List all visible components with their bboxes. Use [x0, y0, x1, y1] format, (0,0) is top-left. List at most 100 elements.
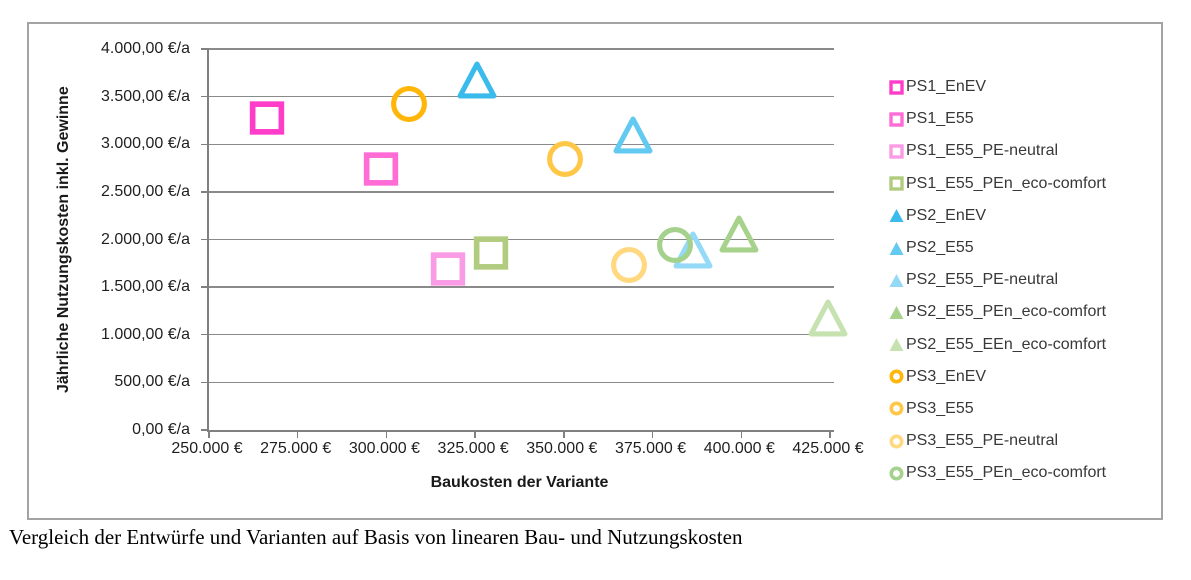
- y-axis-tick-label: 500,00 €/a: [114, 373, 190, 391]
- legend-item-label: PS3_E55_PEn_eco-comfort: [906, 464, 1107, 482]
- data-point-marker: [719, 215, 759, 253]
- y-axis-tick-label: 2.000,00 €/a: [101, 230, 190, 248]
- data-point-marker: [547, 140, 584, 177]
- gridline: [209, 143, 834, 145]
- y-axis-tick-label: 3.500,00 €/a: [101, 87, 190, 105]
- data-point-marker: [808, 299, 848, 337]
- legend-item-label: PS2_E55_PEn_eco-comfort: [906, 303, 1107, 321]
- y-axis-tick-label: 1.500,00 €/a: [101, 278, 190, 296]
- legend-item: PS3_E55: [889, 393, 1106, 425]
- y-axis-tick: [201, 191, 209, 193]
- legend-marker-icon: [889, 305, 904, 319]
- y-axis-tick: [201, 286, 209, 288]
- x-axis-tick-label: 250.000 €: [171, 440, 243, 457]
- x-axis-tick-label: 300.000 €: [348, 440, 421, 457]
- gridline: [209, 95, 834, 98]
- legend-marker-icon: [889, 338, 904, 352]
- chart-figure: Jährliche Nutzungskosten inkl. Gewinne 4…: [27, 22, 1163, 520]
- legend-marker-icon: [889, 466, 904, 481]
- legend-marker-icon: [889, 434, 904, 449]
- legend-item: PS3_EnEV: [889, 361, 1106, 393]
- legend-item-label: PS1_E55_PEn_eco-comfort: [906, 174, 1107, 192]
- legend-item-label: PS2_E55: [906, 239, 974, 257]
- legend-item: PS2_E55_PEn_eco-comfort: [889, 296, 1106, 328]
- x-axis-tick: [829, 430, 831, 438]
- gridline: [209, 286, 834, 288]
- legend-item: PS1_E55_PEn_eco-comfort: [889, 168, 1106, 200]
- legend-item: PS2_E55_EEn_eco-comfort: [889, 329, 1106, 361]
- legend-item: PS2_E55: [889, 232, 1106, 264]
- data-point-marker: [391, 86, 428, 123]
- data-point-marker: [473, 236, 509, 270]
- data-point-marker: [611, 247, 648, 284]
- legend-item-label: PS1_E55: [906, 110, 974, 128]
- y-axis-tick-label: 0,00 €/a: [132, 421, 190, 438]
- legend-item-label: PS1_EnEV: [906, 78, 987, 96]
- gridline: [209, 48, 834, 50]
- figure-caption: Vergleich der Entwürfe und Varianten auf…: [9, 525, 743, 549]
- legend-marker-icon: [889, 273, 904, 287]
- legend-item: PS3_E55_PEn_eco-comfort: [889, 457, 1106, 489]
- data-point-marker: [673, 231, 713, 269]
- x-axis-tick-label: 375.000 €: [614, 440, 687, 457]
- legend-item: PS1_E55_PE-neutral: [889, 135, 1106, 167]
- legend-item-label: PS3_E55: [906, 399, 974, 417]
- x-axis-title: Baukosten der Variante: [430, 474, 609, 491]
- y-axis-tick-label: 2.500,00 €/a: [101, 182, 190, 200]
- legend-marker-icon: [889, 241, 904, 255]
- gridline: [209, 238, 834, 241]
- legend-marker-icon: [889, 209, 904, 223]
- gridline: [209, 191, 834, 193]
- y-axis-tick: [201, 143, 209, 145]
- legend-item: PS3_E55_PE-neutral: [889, 425, 1106, 457]
- x-axis-tick: [563, 430, 565, 438]
- gridline: [209, 334, 834, 336]
- x-axis-tick-label: 400.000 €: [703, 440, 775, 457]
- legend-marker-icon: [889, 112, 904, 127]
- legend-item-label: PS2_EnEV: [906, 206, 987, 224]
- y-axis-tick: [201, 429, 209, 431]
- x-axis-tick: [740, 430, 742, 438]
- y-axis-tick: [201, 48, 209, 50]
- x-axis-tick: [297, 430, 299, 438]
- data-point-marker: [457, 61, 497, 99]
- data-point-marker: [250, 100, 285, 135]
- legend-item-label: PS1_E55_PE-neutral: [906, 142, 1059, 160]
- y-axis-tick: [201, 381, 209, 384]
- legend-item: PS2_E55_PE-neutral: [889, 264, 1106, 296]
- x-axis-tick-label: 350.000 €: [526, 440, 598, 457]
- data-point-marker: [613, 116, 653, 154]
- legend-item: PS1_EnEV: [889, 71, 1106, 103]
- data-point-marker: [657, 227, 694, 264]
- x-axis-tick: [474, 430, 476, 438]
- x-axis-tick: [208, 430, 210, 438]
- legend-item: PS2_EnEV: [889, 200, 1106, 232]
- data-point-marker: [431, 252, 466, 286]
- y-axis-tick: [201, 238, 209, 241]
- x-axis-tick: [651, 430, 654, 438]
- legend-marker-icon: [889, 401, 904, 416]
- legend-marker-icon: [889, 79, 904, 95]
- legend-marker-icon: [889, 369, 904, 384]
- y-axis-tick-label: 3.000,00 €/a: [101, 135, 190, 153]
- legend-item-label: PS3_E55_PE-neutral: [906, 432, 1059, 450]
- data-point-marker: [363, 152, 399, 186]
- legend-marker-icon: [889, 176, 904, 191]
- gridline: [209, 381, 834, 384]
- legend-marker-icon: [889, 144, 904, 159]
- x-axis-tick-label: 425.000 €: [792, 440, 864, 457]
- y-axis-tick-label: 1.000,00 €/a: [101, 325, 190, 343]
- x-axis-tick-label: 325.000 €: [437, 440, 509, 457]
- y-axis-tick-label: 4.000,00 €/a: [101, 40, 190, 57]
- x-axis-tick-label: 275.000 €: [260, 440, 332, 457]
- x-axis-tick: [385, 430, 388, 438]
- chart-legend: PS1_EnEV PS1_E55 PS1_E55_PE-neutral PS1_E55…: [889, 71, 1106, 489]
- legend-item-label: PS3_EnEV: [906, 367, 987, 385]
- y-axis-tick: [201, 334, 209, 336]
- legend-item-label: PS2_E55_EEn_eco-comfort: [906, 335, 1107, 353]
- plot-area: [201, 48, 834, 438]
- y-axis-tick: [201, 95, 209, 98]
- legend-item-label: PS2_E55_PE-neutral: [906, 271, 1059, 289]
- legend-item: PS1_E55: [889, 103, 1106, 135]
